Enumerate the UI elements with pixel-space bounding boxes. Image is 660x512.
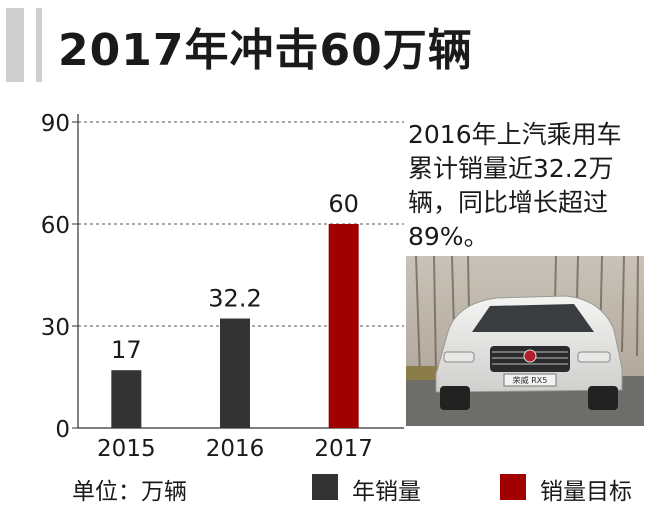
data-label-2017: 60 — [328, 190, 359, 218]
legend: 单位：万辆 年销量 销量目标 — [0, 466, 660, 506]
bar-2017 — [328, 224, 359, 428]
car-illustration: 荣威 RX5 — [406, 256, 644, 426]
y-tick-label: 90 — [41, 111, 70, 137]
x-tick-label-2017: 2017 — [314, 436, 373, 462]
x-tick-label-2016: 2016 — [206, 436, 265, 462]
page-title: 2017年冲击60万辆 — [58, 25, 473, 76]
suv-car-photo: 荣威 RX5 — [406, 256, 644, 426]
bar-2016 — [220, 318, 250, 428]
y-tick-label: 0 — [55, 417, 70, 443]
title-accent-bar-thin — [36, 8, 42, 82]
x-tick-label-2015: 2015 — [97, 436, 156, 462]
title-bar: 2017年冲击60万辆 — [0, 0, 660, 92]
data-label-2016: 32.2 — [208, 285, 261, 313]
title-accent-bar — [6, 8, 24, 82]
plate-text: 荣威 RX5 — [513, 375, 548, 385]
legend-label-sales-target: 销量目标 — [540, 479, 632, 505]
data-label-2015: 17 — [111, 336, 142, 364]
legend-swatch-annual-sales — [312, 474, 338, 500]
unit-label: 单位：万辆 — [72, 479, 187, 505]
legend-swatch-sales-target — [500, 474, 526, 500]
legend-label-annual-sales: 年销量 — [352, 479, 421, 505]
y-tick-label: 30 — [41, 315, 70, 341]
y-tick-label: 60 — [41, 213, 70, 239]
annotation-text: 2016年上汽乘用车累计销量近32.2万辆，同比增长超过89%。 — [408, 120, 622, 251]
bar-2015 — [111, 370, 142, 428]
